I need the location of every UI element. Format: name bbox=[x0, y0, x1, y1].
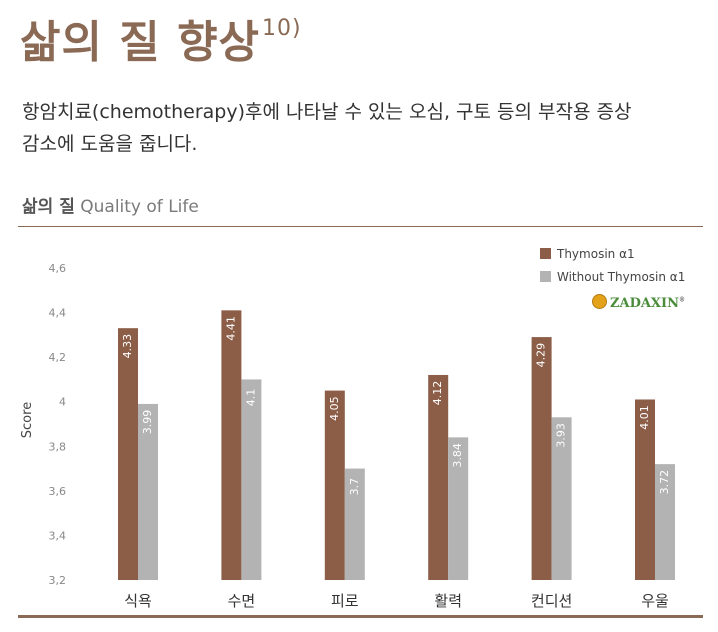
y-tick-label: 4 bbox=[59, 396, 66, 409]
bar-thymosin bbox=[118, 328, 138, 580]
bar-value-label: 3.7 bbox=[348, 478, 361, 496]
y-tick-label: 4,2 bbox=[49, 351, 67, 364]
x-category-label: 우울 bbox=[641, 592, 669, 610]
page-title: 삶의 질 향상10) bbox=[20, 6, 302, 70]
y-tick-label: 4,4 bbox=[49, 307, 67, 320]
description-line-1: 항암치료(chemotherapy)후에 나타날 수 있는 오심, 구토 등의 … bbox=[22, 101, 632, 123]
y-tick-label: 4,6 bbox=[49, 262, 67, 275]
zadaxin-logo-icon bbox=[592, 294, 607, 309]
legend-swatch-thymosin bbox=[540, 248, 551, 259]
bar-without-thymosin bbox=[138, 403, 158, 580]
y-tick-label: 3,8 bbox=[49, 440, 67, 453]
bar-value-label: 4.41 bbox=[224, 316, 237, 341]
bar-value-label: 3.99 bbox=[141, 410, 154, 435]
bar-thymosin bbox=[324, 390, 345, 580]
bar-value-label: 3.93 bbox=[555, 423, 568, 448]
chart-section-heading: 삶의 질 Quality of Life bbox=[22, 192, 199, 217]
bar-thymosin bbox=[221, 310, 242, 580]
section-heading-korean: 삶의 질 bbox=[22, 197, 75, 217]
bar-without-thymosin bbox=[241, 379, 262, 580]
bar-value-label: 4.05 bbox=[328, 396, 341, 421]
x-category-label: 피로 bbox=[331, 592, 359, 610]
legend-item-thymosin: Thymosin α1 bbox=[540, 247, 635, 261]
bar-thymosin bbox=[531, 337, 552, 580]
bar-value-label: 4.1 bbox=[244, 389, 257, 407]
x-category-label: 수면 bbox=[228, 592, 256, 610]
x-category-label: 컨디션 bbox=[531, 592, 572, 610]
bar-value-label: 4.01 bbox=[638, 405, 651, 430]
zadaxin-logo-text: ZADAXIN bbox=[610, 296, 679, 311]
chart-top-rule bbox=[18, 226, 703, 227]
zadaxin-logo: ZADAXIN® bbox=[592, 294, 685, 311]
bar-value-label: 3.72 bbox=[658, 470, 671, 495]
bar-without-thymosin bbox=[344, 468, 365, 580]
page-title-text: 삶의 질 향상 bbox=[20, 17, 261, 68]
bar-value-label: 4.29 bbox=[535, 343, 548, 368]
bar-without-thymosin bbox=[448, 437, 469, 580]
legend-label-without-thymosin: Without Thymosin α1 bbox=[557, 270, 686, 284]
y-tick-label: 3,4 bbox=[49, 529, 67, 542]
bar-value-label: 3.84 bbox=[451, 443, 464, 468]
y-tick-label: 3,2 bbox=[49, 574, 67, 587]
reference-number: 10) bbox=[262, 16, 302, 41]
description-line-2: 감소에 도움을 줍니다. bbox=[22, 133, 198, 155]
bar-without-thymosin bbox=[551, 417, 572, 580]
legend-label-thymosin: Thymosin α1 bbox=[557, 247, 635, 261]
bar-value-label: 4.33 bbox=[121, 334, 134, 359]
legend-item-without-thymosin: Without Thymosin α1 bbox=[540, 270, 685, 284]
legend-swatch-without-thymosin bbox=[540, 271, 551, 282]
x-category-label: 활력 bbox=[434, 592, 462, 610]
bar-value-label: 4.12 bbox=[431, 381, 444, 406]
x-category-label: 식욕 bbox=[124, 592, 152, 610]
bar-thymosin bbox=[635, 399, 655, 580]
bar-without-thymosin bbox=[655, 464, 675, 580]
section-heading-english: Quality of Life bbox=[80, 197, 199, 217]
chart-baseline-rule bbox=[18, 615, 703, 618]
y-axis-label: Score bbox=[20, 402, 35, 438]
zadaxin-logo-registered-mark: ® bbox=[679, 296, 685, 304]
y-tick-label: 3,6 bbox=[49, 485, 67, 498]
bar-thymosin bbox=[428, 374, 449, 580]
description: 항암치료(chemotherapy)후에 나타날 수 있는 오심, 구토 등의 … bbox=[22, 96, 702, 160]
